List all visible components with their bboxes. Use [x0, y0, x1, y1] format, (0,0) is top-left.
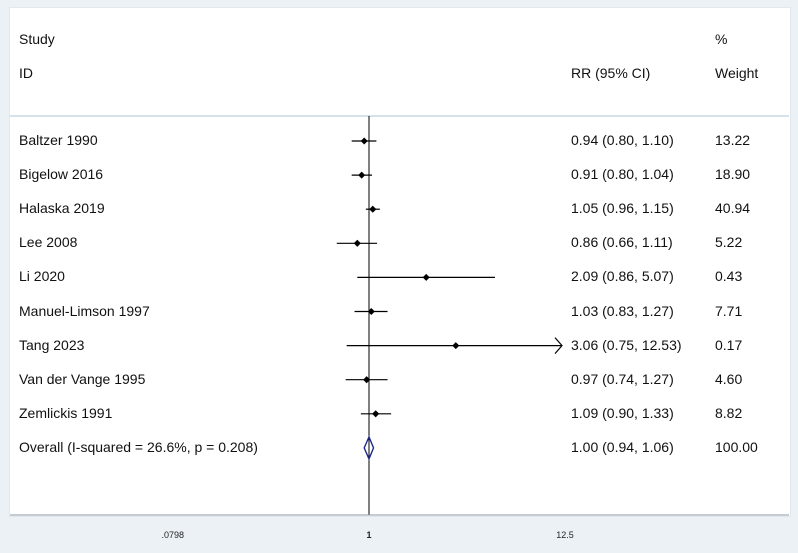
study-weight: 8.82 — [715, 404, 743, 421]
overall-diamond — [363, 435, 375, 461]
point-estimate — [369, 205, 377, 213]
study-weight: 7.71 — [715, 302, 743, 319]
study-weight: 5.22 — [715, 234, 743, 251]
study-rr-ci: 0.97 (0.74, 1.27) — [571, 370, 674, 387]
x-tick-label: .0798 — [161, 530, 185, 540]
study-rr-ci: 2.09 (0.86, 5.07) — [571, 268, 674, 285]
study-weight: 0.43 — [715, 268, 743, 285]
header-weight-percent: % — [715, 31, 728, 47]
study-weight: 18.90 — [715, 166, 751, 183]
study-label: Van der Vange 1995 — [19, 370, 146, 387]
study-weight: 4.60 — [715, 370, 743, 387]
point-estimate — [367, 307, 375, 316]
ci-arrow — [554, 337, 563, 354]
study-rr-ci: 0.91 (0.80, 1.04) — [571, 166, 674, 183]
study-label: Bigelow 2016 — [19, 166, 104, 183]
study-rr-ci: 0.94 (0.80, 1.10) — [571, 132, 674, 148]
header-id: ID — [19, 65, 33, 81]
point-estimate — [358, 171, 366, 179]
study-weight: 13.22 — [715, 132, 751, 148]
study-weight: 0.17 — [715, 336, 743, 353]
study-rr-ci: 3.06 (0.75, 12.53) — [571, 336, 682, 353]
study-label: Tang 2023 — [19, 336, 85, 353]
plot-area — [9, 7, 791, 517]
study-rr-ci: 1.05 (0.96, 1.15) — [571, 200, 674, 217]
header-study: Study — [19, 31, 55, 47]
point-estimate — [363, 376, 371, 384]
study-label: Manuel-Limson 1997 — [19, 302, 150, 319]
point-estimate — [353, 239, 361, 247]
x-tick-label: 12.5 — [556, 530, 574, 540]
study-label: Li 2020 — [19, 268, 65, 285]
study-label: Zemlickis 1991 — [19, 404, 113, 421]
header-weight: Weight — [715, 65, 759, 81]
overall-label: Overall (I-squared = 26.6%, p = 0.208) — [19, 438, 258, 455]
overall-rr-ci: 1.00 (0.94, 1.06) — [571, 438, 674, 455]
study-rr-ci: 0.86 (0.66, 1.11) — [571, 234, 673, 251]
study-label: Halaska 2019 — [19, 200, 105, 217]
study-label: Lee 2008 — [19, 234, 78, 251]
study-weight: 40.94 — [715, 200, 751, 217]
x-tick-label: 1 — [366, 530, 372, 540]
point-estimate — [422, 273, 430, 281]
study-label: Baltzer 1990 — [19, 132, 98, 148]
study-rr-ci: 1.03 (0.83, 1.27) — [571, 302, 674, 319]
point-estimate — [372, 410, 380, 418]
point-estimate — [360, 137, 368, 145]
point-estimate — [452, 342, 460, 350]
study-rr-ci: 1.09 (0.90, 1.33) — [571, 404, 674, 421]
overall-weight: 100.00 — [715, 438, 758, 455]
header-rr: RR (95% CI) — [571, 65, 651, 81]
